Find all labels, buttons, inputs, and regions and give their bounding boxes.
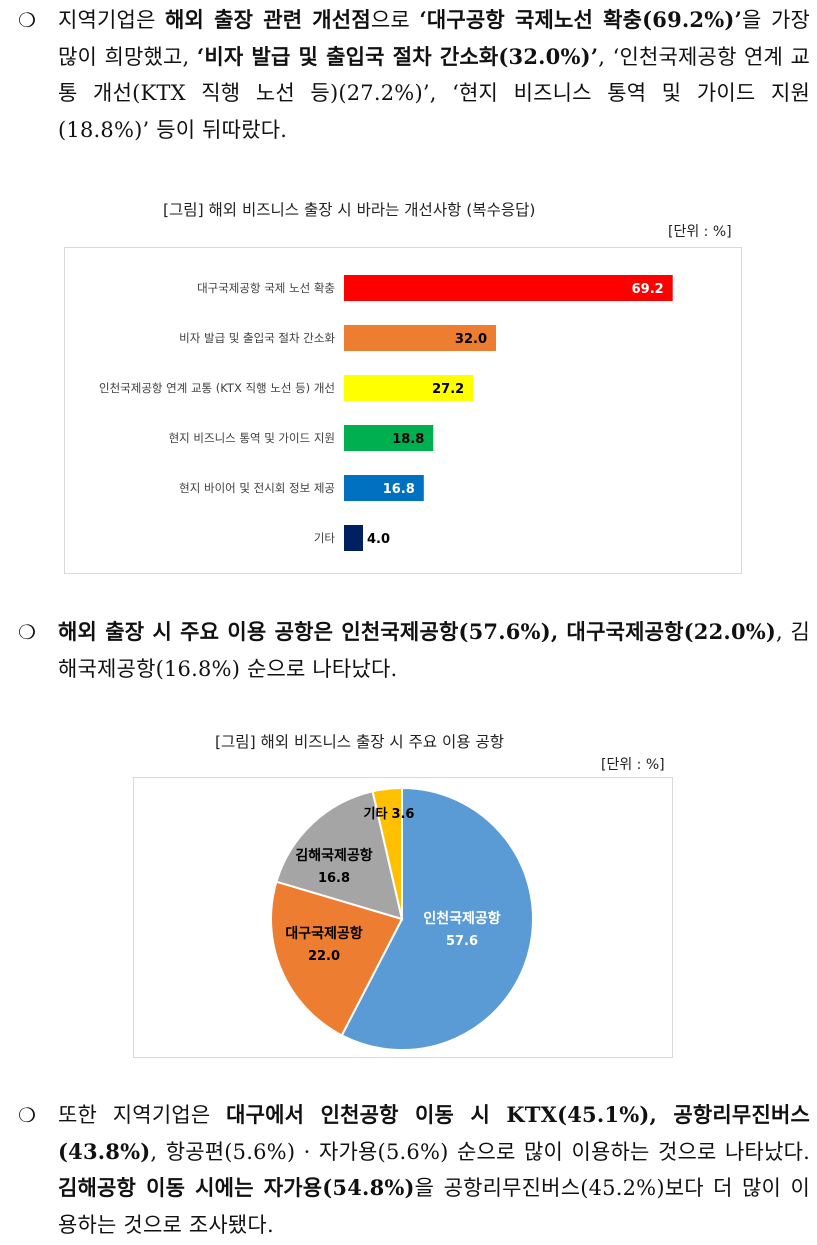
pie-value-label: 16.8 — [318, 871, 350, 886]
bar-category-label: 현지 바이어 및 전시회 정보 제공 — [179, 481, 335, 495]
bold-text: 대구에서 인천공항 이동 시 KTX(45.1%), 공항리무진버스(43.8%… — [58, 1102, 811, 1164]
figure-caption: [그림] 해외 비즈니스 출장 시 주요 이용 공항 — [215, 733, 505, 751]
bar — [344, 425, 434, 451]
pie-category-label: 기타 — [364, 806, 388, 822]
bar-category-label: 비자 발급 및 출입국 절차 간소화 — [179, 331, 335, 345]
pie-chart: 인천국제공항 57.6 대구국제공항 22.0 김해국제공항 16.8 기타 3.6 — [133, 777, 673, 1058]
bar-category-label: 현지 비즈니스 통역 및 가이드 지원 — [169, 431, 335, 445]
bar-value-label: 27.2 — [432, 382, 464, 397]
pie-slice — [371, 786, 403, 920]
paragraph-transport: ❍ 또한 지역기업은 대구에서 인천공항 이동 시 KTX(45.1%), 공항… — [18, 1097, 810, 1243]
pie-chart-svg: 인천국제공항 57.6 대구국제공항 22.0 김해국제공항 16.8 기타 3.6 — [270, 786, 534, 1051]
bold-text: ‘대구공항 국제노선 확충(69.2%)’ — [419, 7, 743, 32]
pie-value-label: 57.6 — [446, 934, 478, 949]
body-text: 을 공항리무진버스(45.2%)보다 더 많이 이용하는 것으로 조사됐다. — [58, 1176, 810, 1237]
pie-label: 기타 3.6 — [364, 806, 415, 822]
paragraph-airports: ❍ 해외 출장 시 주요 이용 공항은 인천국제공항(57.6%), 대구국제공… — [18, 614, 810, 687]
pie-slice — [270, 880, 404, 1037]
bar-category-label: 기타 — [314, 531, 336, 545]
unit-label: [단위 : %] — [668, 224, 732, 240]
paragraph-text: 해외 출장 시 주요 이용 공항은 인천국제공항(57.6%), 대구국제공항(… — [58, 614, 810, 687]
bullet-icon: ❍ — [18, 8, 37, 32]
pie-category-label: 김해국제공항 — [295, 847, 372, 864]
figure-caption: [그림] 해외 비즈니스 출장 시 바라는 개선사항 (복수응답) — [163, 201, 536, 219]
bar-value-label: 16.8 — [383, 482, 415, 497]
bar-chart-svg: 대구국제공항 국제 노선 확충 69.2 비자 발급 및 출입국 절차 간소화 32.… — [99, 275, 673, 551]
bar — [344, 275, 673, 301]
bullet-icon: ❍ — [18, 1103, 37, 1127]
body-text: , 항공편(5.6%) · 자가용(5.6%) 순으로 많이 이용하는 것으로 … — [150, 1139, 810, 1164]
bar-value-label: 4.0 — [367, 532, 390, 547]
bar — [344, 475, 424, 501]
bar-chart: 대구국제공항 국제 노선 확충 69.2 비자 발급 및 출입국 절차 간소화 32.… — [64, 247, 742, 574]
pie-value-label: 3.6 — [391, 807, 414, 822]
body-text: 으로 — [370, 8, 420, 32]
paragraph-improvements: ❍ 지역기업은 해외 출장 관련 개선점으로 ‘대구공항 국제노선 확충(69.… — [18, 2, 810, 148]
bold-text: 해외 출장 관련 개선점 — [165, 7, 371, 32]
bar-category-label: 인천국제공항 연계 교통 (KTX 직행 노선 등) 개선 — [99, 381, 335, 395]
pie-slice — [275, 790, 404, 921]
pie-slice — [340, 786, 534, 1051]
body-text: , ‘인천국제공항 연계 교통 개선(KTX 직행 노선 등)(27.2%)’,… — [58, 44, 810, 142]
pie-category-label: 인천국제공항 — [423, 910, 500, 927]
pie-category-label: 대구국제공항 — [285, 925, 362, 942]
unit-label: [단위 : %] — [601, 757, 665, 773]
bar-value-label: 69.2 — [632, 282, 664, 297]
body-text: 또한 지역기업은 — [58, 1103, 227, 1127]
paragraph-text: 또한 지역기업은 대구에서 인천공항 이동 시 KTX(45.1%), 공항리무… — [58, 1097, 810, 1243]
pie-value-label: 22.0 — [308, 949, 340, 964]
bar — [344, 525, 363, 551]
bold-text: ‘비자 발급 및 출입국 절차 간소화(32.0%)’ — [196, 43, 599, 69]
bullet-icon: ❍ — [18, 620, 37, 644]
body-text: , 김해국제공항(16.8%) 순으로 나타났다. — [58, 620, 810, 681]
body-text: 지역기업은 — [58, 8, 166, 32]
bar-value-label: 18.8 — [392, 432, 424, 447]
bar-category-label: 대구국제공항 국제 노선 확충 — [197, 281, 335, 295]
paragraph-text: 지역기업은 해외 출장 관련 개선점으로 ‘대구공항 국제노선 확충(69.2%… — [58, 2, 810, 148]
bold-text: 김해공항 이동 시에는 자가용(54.8%) — [58, 1175, 415, 1200]
bar — [344, 375, 474, 401]
bar-value-label: 32.0 — [455, 332, 487, 347]
bold-text: 해외 출장 시 주요 이용 공항은 인천국제공항(57.6%), 대구국제공항(… — [58, 619, 777, 644]
bar — [344, 325, 496, 351]
body-text: 을 가장 많이 희망했고, — [58, 8, 811, 69]
